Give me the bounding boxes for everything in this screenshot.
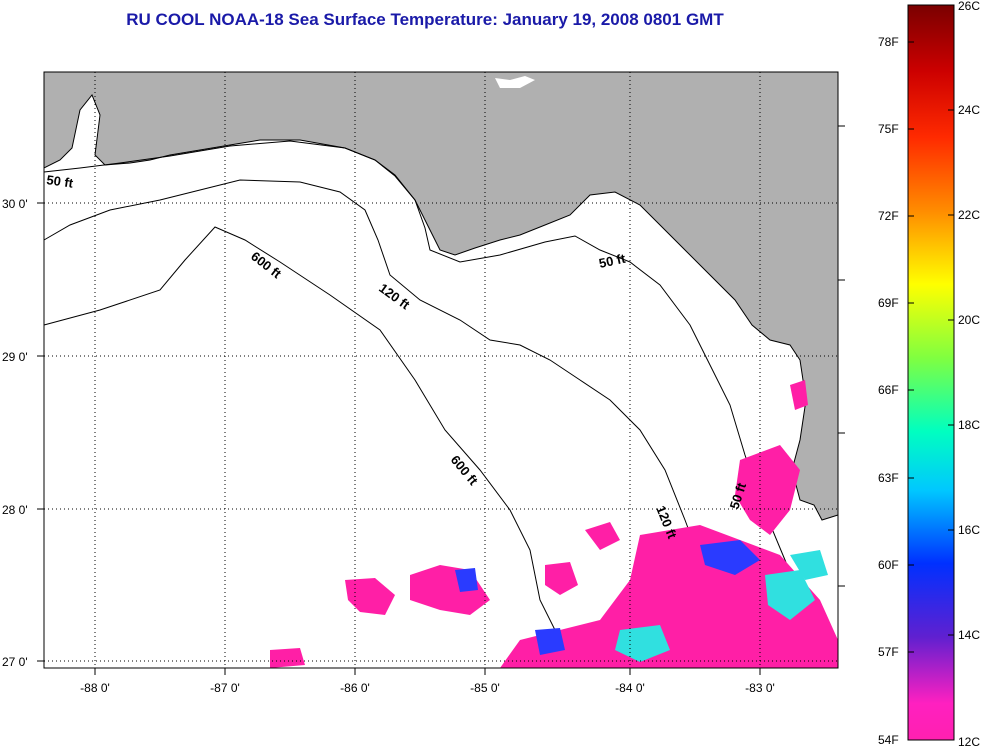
sst-patch-blue xyxy=(455,568,478,592)
contour-label: 50 ft xyxy=(598,251,628,271)
lon-label: -87 0' xyxy=(210,681,240,695)
colorbar-label-c: 20C xyxy=(958,313,980,327)
bay xyxy=(495,76,535,88)
sst-patch-cyan xyxy=(615,625,670,662)
sst-patch xyxy=(735,445,800,535)
sst-patch-blue xyxy=(700,540,760,575)
land-mass xyxy=(43,71,839,521)
colorbar-label-f: 54F xyxy=(878,733,899,747)
contour-50ft-line xyxy=(43,140,823,656)
sst-patch-blue xyxy=(535,628,565,655)
map-frame xyxy=(43,71,839,669)
colorbar-label-f: 69F xyxy=(878,296,899,310)
colorbar-label-f: 75F xyxy=(878,122,899,136)
colorbar-label-f: 66F xyxy=(878,383,899,397)
colorbar-label-c: 16C xyxy=(958,523,980,537)
contour-120ft-line xyxy=(43,179,731,666)
colorbar-label-f: 60F xyxy=(878,558,899,572)
colorbar-label-f: 57F xyxy=(878,645,899,659)
colorbar-label-f: 63F xyxy=(878,471,899,485)
lon-label: -83 0' xyxy=(745,681,775,695)
axis-ticks xyxy=(37,125,845,675)
sst-patch xyxy=(790,380,808,410)
sst-patch-cyan xyxy=(790,550,828,580)
lat-label: 29 0' xyxy=(2,350,28,364)
colorbar-label-c: 24C xyxy=(958,103,980,117)
colorbar-label-c: 18C xyxy=(958,418,980,432)
colorbar-label-c: 14C xyxy=(958,628,980,642)
contour-600ft-line xyxy=(43,226,581,669)
lon-label: -84 0' xyxy=(615,681,645,695)
lat-label: 30 0' xyxy=(2,197,28,211)
lon-label: -85 0' xyxy=(470,681,500,695)
sst-patch xyxy=(545,562,578,595)
lon-label: -86 0' xyxy=(340,681,370,695)
sst-patches xyxy=(270,380,838,668)
map-title: RU COOL NOAA-18 Sea Surface Temperature:… xyxy=(126,10,724,29)
contour-label: 50 ft xyxy=(46,172,75,191)
colorbar-ticks xyxy=(908,41,954,653)
sst-patch xyxy=(345,578,395,615)
lat-label: 27 0' xyxy=(2,655,28,669)
colorbar-label-f: 78F xyxy=(878,35,899,49)
graticule xyxy=(44,72,838,668)
colorbar-label-c: 22C xyxy=(958,208,980,222)
colorbar-label-c: 12C xyxy=(958,735,980,749)
sst-patch xyxy=(585,522,620,550)
sst-patch-cyan xyxy=(765,570,815,620)
sst-patch xyxy=(270,648,305,668)
lat-label: 28 0' xyxy=(2,503,28,517)
colorbar-label-f: 72F xyxy=(878,209,899,223)
colorbar-label-c: 26C xyxy=(958,0,980,13)
colorbar xyxy=(907,4,955,741)
lon-label: -88 0' xyxy=(80,681,110,695)
